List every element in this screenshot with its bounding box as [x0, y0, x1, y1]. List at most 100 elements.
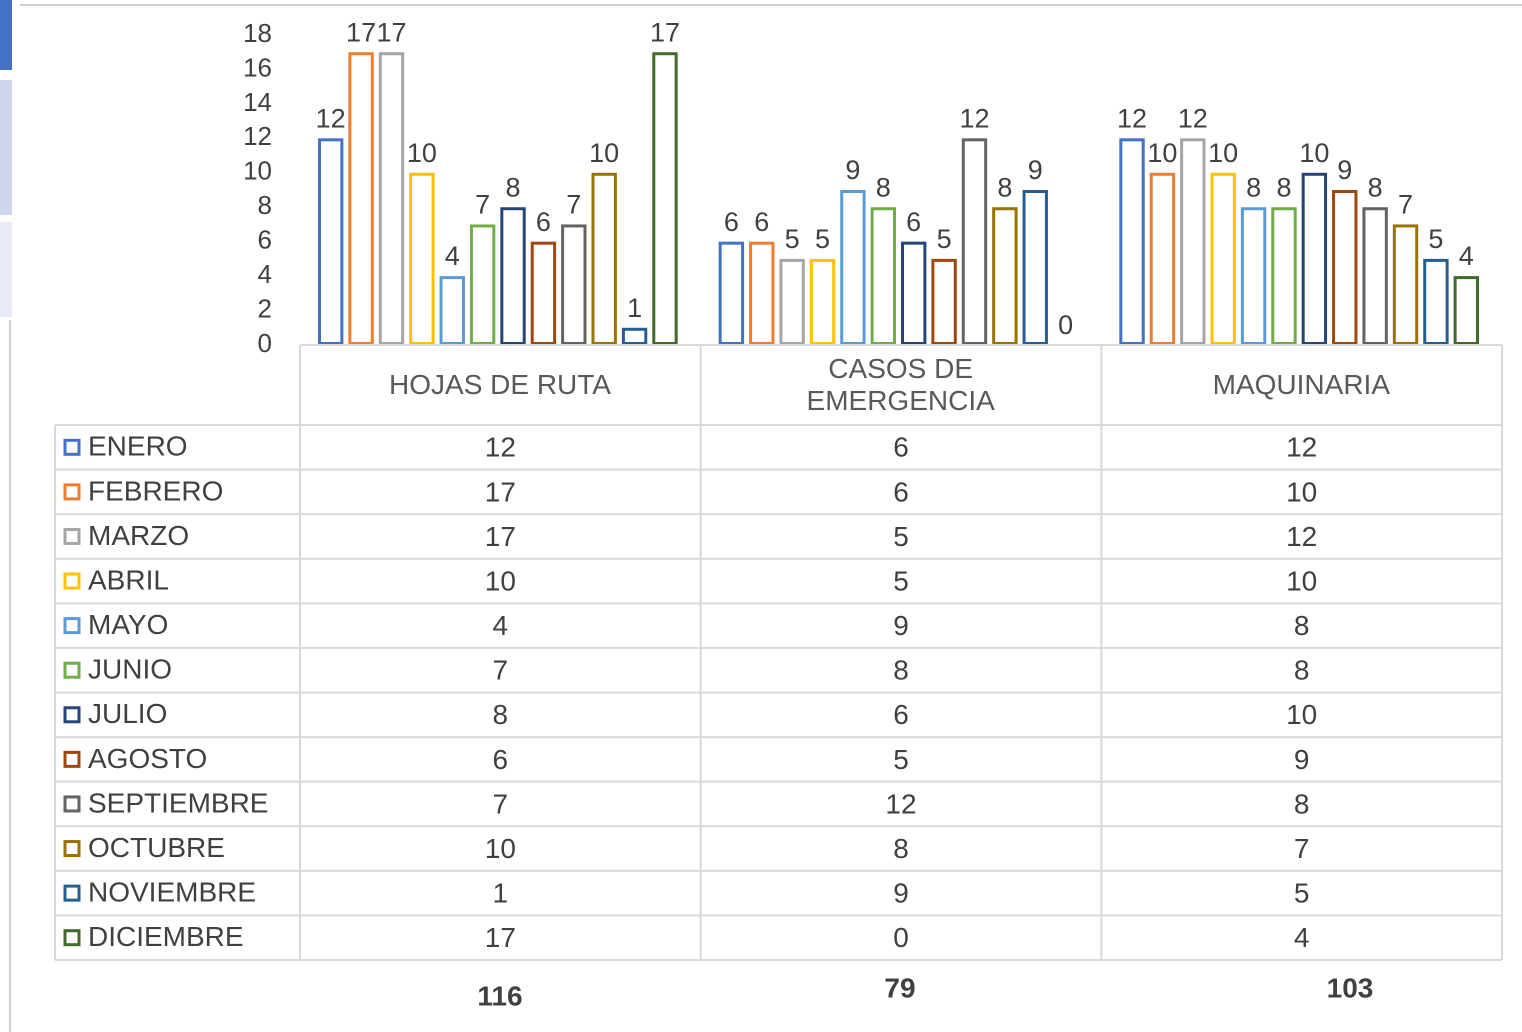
data-label: 8: [876, 172, 891, 202]
bar: [1210, 172, 1236, 345]
legend-label: JULIO: [88, 698, 167, 729]
bar: [749, 241, 775, 346]
data-label: 12: [316, 103, 346, 133]
data-label: 10: [589, 138, 619, 168]
bar: [809, 258, 836, 345]
table-cell: 8: [1294, 788, 1310, 819]
x-tick-label: CASOS DE EMERGENCIA: [701, 345, 1101, 425]
y-tick-label: 8: [258, 190, 272, 220]
data-label: 10: [407, 138, 437, 168]
x-tick-label: HOJAS DE RUTA: [300, 345, 700, 425]
data-label: 12: [1178, 103, 1208, 133]
data-label: 12: [1117, 103, 1147, 133]
bar: [561, 224, 587, 345]
bar: [378, 52, 405, 345]
table-cell: 12: [885, 788, 916, 819]
bar: [1332, 190, 1358, 345]
table-cell: 12: [485, 432, 516, 463]
bar: [870, 207, 896, 345]
data-label: 8: [997, 172, 1012, 202]
legend-marker: [63, 617, 81, 635]
table-cell: 6: [893, 476, 909, 507]
y-tick-label: 18: [243, 18, 272, 48]
bar: [718, 241, 745, 346]
x-tick-text: CASOS DE EMERGENCIA: [806, 353, 995, 416]
y-tick-label: 4: [258, 259, 272, 289]
table-cell: 9: [893, 878, 909, 909]
table-cell: 6: [893, 699, 909, 730]
legend-label: OCTUBRE: [88, 832, 225, 863]
legend-marker: [63, 661, 81, 679]
side-tab: [0, 222, 12, 317]
legend-label: JUNIO: [88, 654, 172, 685]
table-cell: 10: [1286, 565, 1317, 596]
data-label: 12: [959, 103, 989, 133]
legend-marker: [63, 438, 81, 456]
table-cell: 17: [485, 521, 516, 552]
legend-label: AGOSTO: [88, 743, 207, 774]
data-label: 5: [1428, 224, 1443, 254]
bar: [779, 258, 805, 345]
legend-label: ENERO: [88, 431, 188, 462]
y-tick-label: 2: [258, 293, 272, 323]
data-label: 5: [785, 224, 800, 254]
data-label: 5: [815, 224, 830, 254]
bar: [840, 190, 866, 345]
data-label: 9: [1028, 155, 1043, 185]
table-cell: 12: [1286, 432, 1317, 463]
table-cell: 5: [893, 744, 909, 775]
legend-label: SEPTIEMBRE: [88, 787, 268, 818]
bar: [1453, 276, 1479, 345]
data-label: 6: [536, 207, 551, 237]
table-cell: 9: [893, 610, 909, 641]
y-tick-label: 6: [258, 225, 272, 255]
data-label: 8: [1276, 172, 1291, 202]
data-label: 1: [627, 293, 642, 323]
table-cell: 10: [1286, 476, 1317, 507]
legend-label: DICIEMBRE: [88, 921, 244, 952]
side-tab: [0, 80, 12, 215]
bar: [409, 172, 435, 345]
y-tick-label: 10: [243, 156, 272, 186]
table-cell: 5: [893, 565, 909, 596]
table-cell: 5: [893, 521, 909, 552]
data-label: 6: [724, 207, 739, 237]
total-label: 103: [1327, 972, 1374, 1003]
legend-marker: [63, 884, 81, 902]
legend-label: MAYO: [88, 609, 168, 640]
data-label: 17: [346, 17, 376, 47]
bar: [621, 327, 648, 345]
bar: [1301, 172, 1328, 345]
y-tick-label: 0: [258, 328, 272, 358]
bar: [318, 138, 344, 345]
data-label: 10: [1208, 138, 1238, 168]
bar: [652, 52, 678, 345]
bar: [1022, 190, 1048, 345]
data-label: 10: [1147, 138, 1177, 168]
y-tick-label: 16: [243, 52, 272, 82]
legend-marker: [63, 483, 81, 501]
data-label: 17: [650, 17, 680, 47]
legend-marker: [63, 840, 81, 858]
bar: [1392, 224, 1419, 345]
bar: [1240, 207, 1267, 345]
data-label: 17: [376, 17, 406, 47]
x-tick-text: MAQUINARIA: [1212, 369, 1390, 400]
table-cell: 12: [1286, 521, 1317, 552]
data-label: 9: [1337, 155, 1352, 185]
bar: [992, 207, 1018, 345]
x-tick-label: MAQUINARIA: [1101, 345, 1501, 425]
x-tick-text: HOJAS DE RUTA: [389, 369, 611, 400]
table-cell: 8: [493, 699, 509, 730]
bar: [1180, 138, 1206, 345]
bar: [530, 241, 557, 346]
bar: [348, 52, 374, 345]
bar: [469, 224, 496, 345]
table-cell: 8: [1294, 655, 1310, 686]
table-cell: 1: [493, 878, 509, 909]
data-label: 4: [445, 241, 460, 271]
bar: [1271, 207, 1297, 345]
data-label: 4: [1459, 241, 1474, 271]
side-tab: [0, 0, 12, 70]
